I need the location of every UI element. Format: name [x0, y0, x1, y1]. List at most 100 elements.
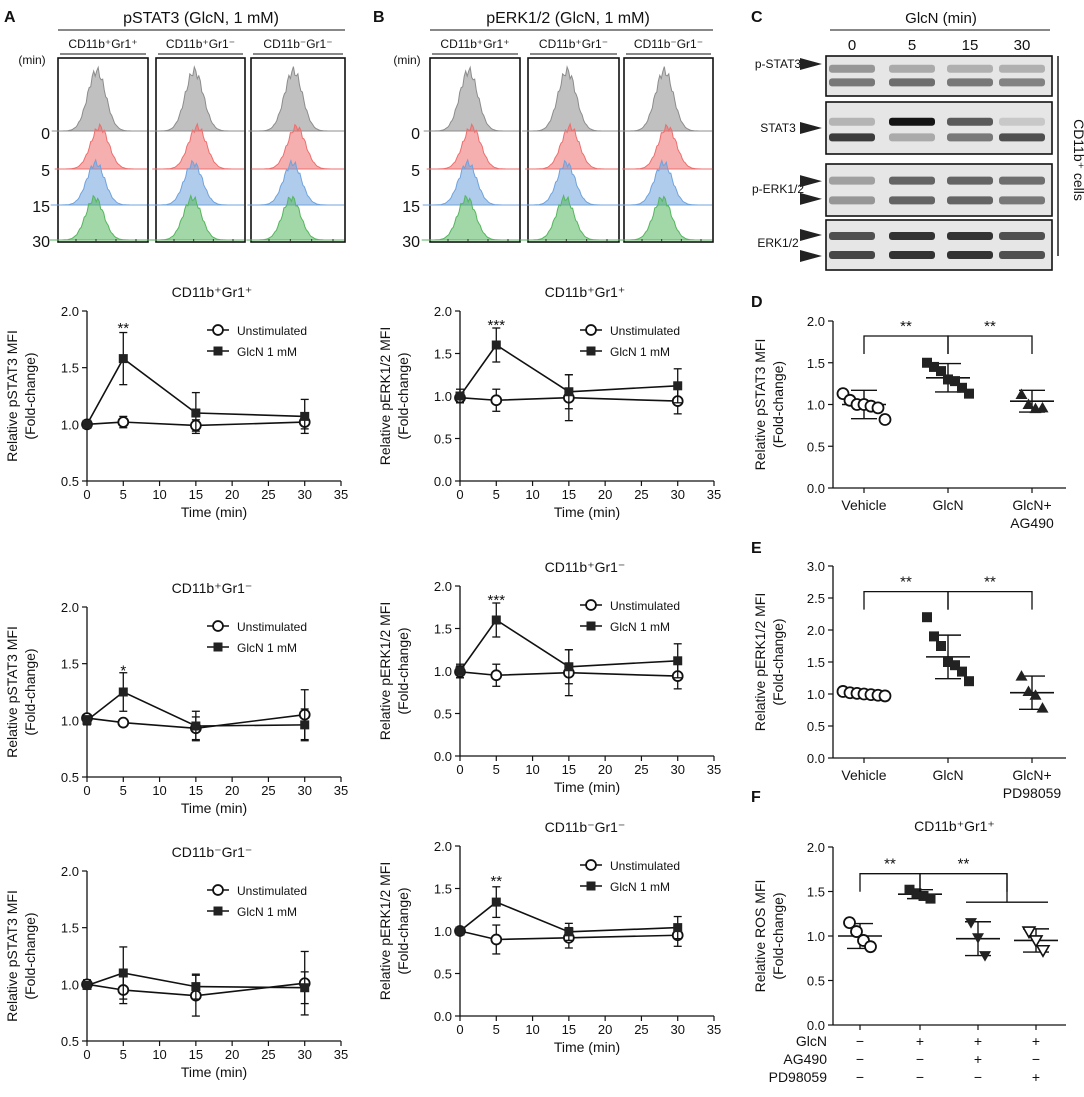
timepoint-label: 5: [41, 163, 50, 180]
y-tick-label: 1.5: [434, 347, 452, 362]
x-axis-label: Time (min): [554, 1039, 620, 1055]
y-tick-label: 0.5: [434, 707, 452, 722]
blot-arrow-icon: [800, 122, 822, 134]
data-point: [965, 918, 977, 929]
data-point: [911, 888, 922, 899]
x-tick-label: 0: [456, 762, 463, 777]
blot-band: [889, 251, 935, 259]
legend-marker: [585, 859, 597, 871]
x-tick-label: 0: [83, 783, 90, 798]
legend-label: GlcN 1 mM: [610, 620, 670, 634]
x-tick-label: 35: [334, 487, 348, 502]
blot-arrow-icon: [800, 58, 822, 70]
blot-band: [947, 196, 993, 205]
data-point: [929, 631, 939, 642]
data-point: [936, 366, 946, 377]
x-tick-label: 30: [297, 783, 311, 798]
y-tick-label: 0.5: [434, 967, 452, 982]
panel-a-title: pSTAT3 (GlcN, 1 mM): [123, 10, 279, 27]
y-tick-label: 1.0: [61, 417, 79, 432]
x-category-label: GlcN+: [1012, 767, 1051, 783]
population-label: CD11b⁺Gr1⁺: [68, 37, 137, 51]
y-axis-label-2: (Fold-change): [770, 361, 786, 448]
blot-band: [829, 133, 875, 142]
series-line: [86, 357, 305, 425]
blot-band: [999, 232, 1045, 240]
significance-label: ***: [488, 317, 506, 334]
timepoint-label: 0: [411, 126, 420, 143]
legend-label: Unstimulated: [610, 599, 680, 613]
blot-strip: [825, 163, 1053, 217]
legend-label: GlcN 1 mM: [610, 345, 670, 359]
x-tick-label: 30: [297, 487, 311, 502]
y-tick-label: 2.0: [434, 839, 452, 854]
x-tick-label: 0: [83, 1047, 90, 1062]
y-tick-label: 0.5: [807, 974, 825, 989]
blot-band: [999, 64, 1045, 73]
x-category-label: GlcN+: [1012, 497, 1051, 513]
data-point: [455, 926, 465, 936]
data-point: [922, 612, 932, 623]
data-point: [929, 361, 939, 372]
blot-strip: [825, 101, 1053, 155]
y-tick-label: 0.5: [61, 1034, 79, 1049]
data-point: [117, 416, 130, 428]
condition-label: PD98059: [769, 1069, 828, 1085]
y-axis-label-2: (Fold-change): [22, 912, 38, 999]
data-point: [82, 419, 92, 429]
x-tick-label: 35: [707, 487, 721, 502]
x-tick-label: 15: [189, 1047, 203, 1062]
x-tick-label: 25: [634, 762, 648, 777]
chart-title: CD11b⁺Gr1⁺: [172, 284, 253, 300]
blot-band: [999, 117, 1045, 126]
population-label: CD11b⁺Gr1⁻: [166, 37, 235, 51]
blot-band: [947, 133, 993, 142]
series-line: [459, 901, 678, 933]
x-tick-label: 5: [120, 783, 127, 798]
y-tick-label: 0.5: [807, 439, 825, 454]
y-tick-label: 2.0: [434, 304, 452, 319]
y-tick-label: 2.0: [807, 314, 825, 329]
x-tick-label: 10: [525, 1022, 539, 1037]
y-tick-label: 1.0: [434, 924, 452, 939]
data-point: [118, 968, 128, 978]
blot-band: [947, 78, 993, 87]
blot-band: [947, 117, 993, 126]
y-axis-label: Relative pERK1/2 MFI: [377, 862, 393, 1001]
chart-e: 0.0 0.5 1.0 1.5 2.0 2.5 3.0 Relative pERK1/2 MF…: [752, 559, 1066, 801]
data-point: [936, 641, 946, 651]
y-tick-label: 1.5: [807, 356, 825, 371]
condition-label: GlcN: [796, 1033, 827, 1049]
y-tick-label: 1.5: [61, 361, 79, 376]
legend-marker: [212, 324, 224, 336]
significance-label: **: [490, 873, 502, 890]
western-lane-label: 5: [908, 37, 916, 54]
x-category-label: Vehicle: [841, 767, 886, 783]
x-tick-label: 10: [525, 762, 539, 777]
flow-panel-a: (min) 0 5 15 30 CD11b⁺Gr1⁺ CD11b⁺Gr1⁻ CD11b⁻Gr1…: [18, 37, 346, 251]
data-point: [878, 413, 892, 426]
legend-marker: [586, 621, 596, 631]
y-tick-label: 0.0: [807, 481, 825, 496]
x-category-label: AG490: [1010, 515, 1054, 531]
significance-label: **: [884, 856, 896, 873]
legend-marker: [213, 642, 223, 652]
x-tick-label: 0: [83, 487, 90, 502]
x-tick-label: 35: [334, 783, 348, 798]
chart-b3: 0 5 10 15 20 25 30 35 0.0 0.5 1.0 1.5 2.0 Time (min) R…: [377, 819, 721, 1055]
y-tick-label: 2.5: [807, 591, 825, 606]
data-point: [300, 983, 310, 993]
y-axis-label-2: (Fold-change): [22, 648, 38, 735]
y-tick-label: 1.5: [807, 885, 825, 900]
significance-bracket: [947, 590, 1033, 610]
condition-sign: −: [974, 1069, 982, 1085]
x-tick-label: 25: [634, 1022, 648, 1037]
condition-sign: −: [1032, 1051, 1040, 1067]
condition-label: AG490: [783, 1051, 827, 1067]
chart-b1: 0 5 10 15 20 25 30 35 0.0 0.5 1.0 1.5 2.0 Time (min) R…: [377, 284, 721, 520]
min-unit-label: (min): [18, 53, 45, 67]
data-point: [850, 925, 863, 938]
condition-sign: −: [916, 1069, 924, 1085]
blot-band: [829, 251, 875, 259]
